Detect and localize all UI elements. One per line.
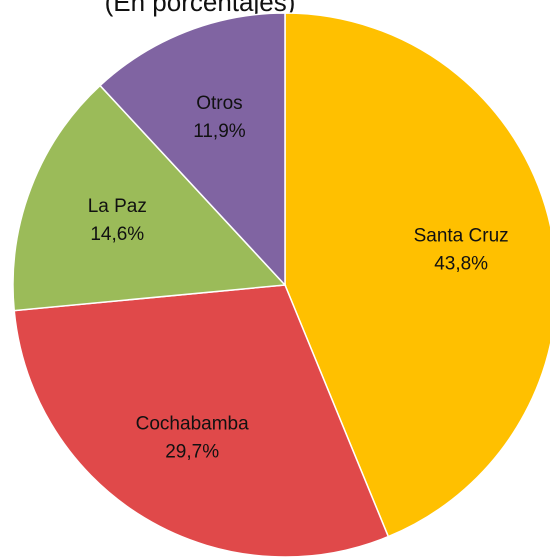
value-label: 29,7% [165, 442, 219, 463]
value-label: 14,6% [90, 224, 144, 245]
value-label: 43,8% [434, 253, 488, 274]
slice-label: Otros [196, 93, 242, 114]
pie-slice [284, 12, 550, 538]
value-label: 11,9% [193, 121, 246, 142]
slice-label: La Paz [88, 196, 147, 217]
pie-slice [12, 84, 287, 312]
slice-label: Cochabamba [136, 414, 249, 435]
chart-subtitle: (En porcentajes) [105, 0, 296, 17]
pie-slice [13, 284, 390, 557]
pie-slice [98, 12, 286, 287]
slice-label: Santa Cruz [414, 225, 509, 246]
